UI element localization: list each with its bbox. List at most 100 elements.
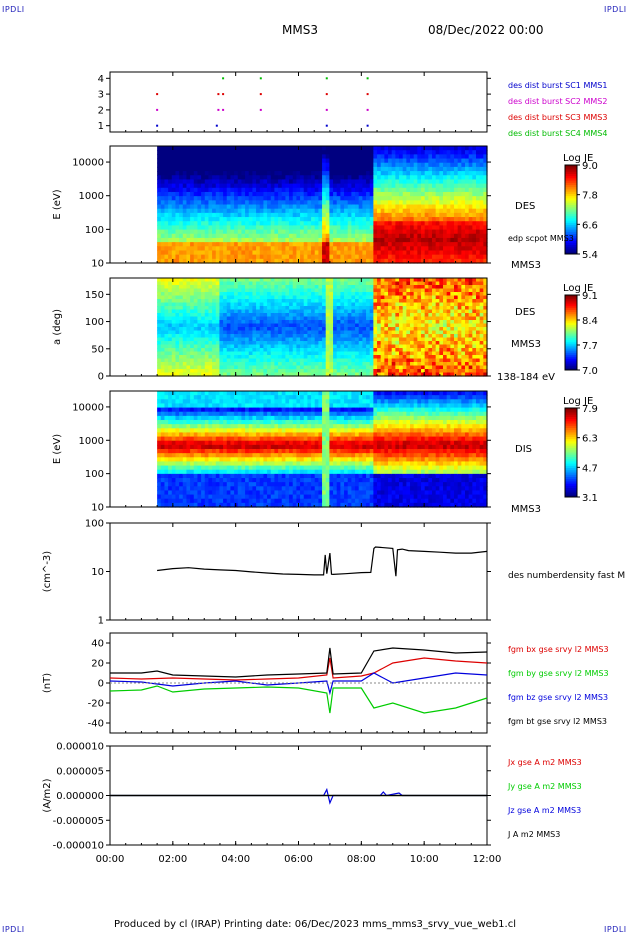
des-energy-heatmap-cell	[439, 204, 444, 210]
des-energy-heatmap-cell	[483, 179, 488, 185]
des-energy-heatmap-cell	[215, 183, 221, 189]
des-energy-heatmap-cell	[479, 183, 484, 189]
des-pitch-heatmap-cell	[450, 358, 455, 363]
des-energy-heatmap-cell	[362, 246, 367, 252]
des-energy-heatmap-cell	[175, 242, 180, 247]
des-energy-heatmap-cell	[424, 162, 429, 168]
des-energy-heatmap-cell	[160, 217, 166, 222]
des-energy-heatmap-cell	[267, 229, 272, 235]
des-pitch-heatmap-cell	[193, 302, 199, 307]
des-pitch-heatmap-cell	[340, 316, 345, 321]
des-energy-heatmap-cell	[256, 208, 261, 214]
des-pitch-heatmap-cell	[252, 313, 257, 318]
des-pitch-heatmap-cell	[190, 327, 195, 332]
des-energy-heatmap-cell	[179, 246, 184, 252]
des-pitch-heatmap-cell	[358, 299, 363, 304]
des-pitch-heatmap-cell	[450, 344, 455, 349]
des-energy-heatmap-cell	[234, 229, 239, 235]
des-energy-heatmap-cell	[391, 242, 396, 247]
des-energy-heatmap-cell	[483, 250, 488, 256]
des-pitch-heatmap-cell	[296, 355, 301, 360]
des-energy-heatmap-cell	[468, 175, 473, 181]
des-energy-heatmap-cell	[373, 212, 378, 218]
des-energy-heatmap-cell	[204, 196, 210, 201]
des-pitch-heatmap-cell	[204, 344, 210, 349]
des-pitch-heatmap-cell	[237, 292, 243, 297]
des-energy-heatmap-cell	[311, 225, 316, 231]
des-energy-heatmap-cell	[318, 208, 323, 214]
des-pitch-heatmap-cell	[226, 313, 232, 318]
des-pitch-heatmap-cell	[355, 302, 360, 307]
des-pitch-heatmap-cell	[237, 362, 243, 367]
des-energy-heatmap-cell	[171, 187, 177, 193]
des-pitch-heatmap-cell	[234, 372, 239, 377]
des-energy-heatmap-cell	[182, 233, 188, 239]
burst-y-tick-label: 2	[98, 105, 104, 116]
des-pitch-heatmap-cell	[428, 330, 433, 335]
des-pitch-heatmap-cell	[384, 330, 389, 335]
des-energy-heatmap-cell	[461, 200, 466, 206]
des-energy-heatmap-cell	[168, 187, 173, 193]
des-energy-heatmap-cell	[432, 171, 437, 176]
des-pitch-heatmap-cell	[274, 295, 279, 300]
des-pitch-heatmap-cell	[278, 337, 283, 342]
des-energy-heatmap-cell	[344, 150, 349, 155]
des-pitch-heatmap-cell	[270, 341, 276, 346]
des-pitch-heatmap-cell	[201, 299, 206, 304]
des-energy-heatmap-cell	[402, 171, 407, 176]
des-energy-heatmap-cell	[285, 171, 290, 176]
des-pitch-heatmap-cell	[307, 306, 312, 311]
des-pitch-heatmap-cell	[259, 369, 265, 374]
des-energy-heatmap-cell	[435, 246, 440, 252]
des-pitch-heatmap-cell	[322, 285, 327, 290]
des-pitch-heatmap-cell	[252, 302, 257, 307]
des-pitch-heatmap-cell	[300, 358, 305, 363]
des-energy-heatmap-cell	[413, 196, 418, 201]
des-pitch-heatmap-cell	[355, 351, 360, 356]
des-pitch-heatmap-cell	[197, 372, 202, 377]
des-pitch-heatmap-cell	[193, 337, 199, 342]
des-pitch-heatmap-cell	[395, 330, 400, 335]
des-energy-heatmap-cell	[435, 225, 440, 231]
des-energy-heatmap-cell	[435, 258, 440, 264]
des-pitch-heatmap-cell	[197, 292, 202, 297]
des-energy-heatmap-cell	[248, 229, 254, 235]
des-pitch-heatmap-cell	[182, 316, 188, 321]
des-pitch-heatmap-cell	[226, 306, 232, 311]
des-pitch-heatmap-cell	[322, 330, 327, 335]
des-pitch-heatmap-cell	[252, 309, 257, 314]
des-pitch-heatmap-cell	[204, 295, 210, 300]
des-energy-heatmap-cell	[201, 175, 206, 181]
des-energy-heatmap-cell	[230, 166, 235, 172]
des-pitch-heatmap-cell	[197, 344, 202, 349]
des-energy-heatmap-cell	[388, 175, 393, 181]
des-energy-heatmap-cell	[259, 217, 265, 222]
des-pitch-heatmap-cell	[366, 288, 371, 293]
des-pitch-heatmap-cell	[446, 292, 451, 297]
des-energy-heatmap-cell	[333, 146, 338, 151]
des-energy-heatmap-cell	[241, 175, 246, 181]
des-pitch-heatmap-cell	[424, 288, 429, 293]
des-pitch-heatmap-cell	[164, 292, 169, 297]
des-energy-heatmap-cell	[314, 250, 319, 256]
des-energy-heatmap-cell	[476, 150, 481, 155]
des-energy-heatmap-cell	[182, 166, 188, 172]
des-energy-heatmap-cell	[285, 158, 290, 164]
des-energy-heatmap-cell	[219, 246, 224, 252]
des-pitch-heatmap-cell	[245, 365, 250, 370]
des-energy-heatmap-cell	[157, 158, 162, 164]
des-pitch-heatmap-cell	[325, 330, 330, 335]
des-energy-heatmap-cell	[457, 233, 462, 239]
des-pitch-heatmap-cell	[410, 306, 415, 311]
des-energy-heatmap-cell	[347, 233, 352, 239]
des-energy-heatmap-cell	[333, 237, 338, 243]
des-energy-heatmap-cell	[300, 246, 305, 252]
des-pitch-heatmap-cell	[259, 281, 265, 286]
des-energy-heatmap-cell	[219, 196, 224, 201]
des-pitch-heatmap-cell	[340, 355, 345, 360]
des-energy-heatmap-cell	[252, 171, 257, 176]
des-pitch-heatmap-cell	[204, 355, 210, 360]
des-energy-heatmap-cell	[318, 166, 323, 172]
des-energy-heatmap-cell	[428, 200, 433, 206]
des-energy-heatmap-cell	[212, 233, 217, 239]
